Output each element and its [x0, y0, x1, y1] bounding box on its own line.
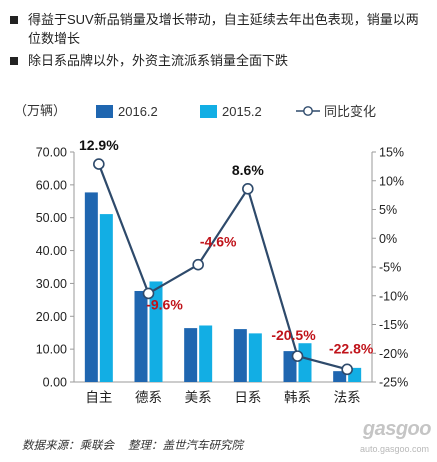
bar-2016-2: [233, 329, 247, 382]
yoy-point: [192, 258, 204, 271]
right-tick-label: 15%: [379, 146, 404, 160]
chart-axes: 0.00 10.00 20.00 30.00 40.00 50.00 60.00 70.00 -…: [36, 146, 408, 406]
legend-swatch: [200, 105, 217, 118]
bar-2015-2: [298, 343, 312, 382]
right-tick-label: 10%: [379, 174, 404, 188]
bar-2015-2: [199, 325, 213, 382]
bar-2016-2: [333, 371, 347, 382]
right-tick-label: -15%: [379, 318, 408, 332]
bullet-text: 除日系品牌以外，外资主流派系销量全面下跌: [28, 53, 289, 68]
legend-label: 同比变化: [324, 104, 376, 119]
chart-legend: （万辆） 2016.2 2015.2 同比变化: [14, 103, 376, 119]
left-tick-label: 30.00: [36, 277, 67, 291]
x-tick-label: 法系: [334, 390, 361, 405]
x-tick-label: 自主: [85, 390, 112, 405]
source-compiler-text: 整理：盖世汽车研究院: [128, 440, 243, 452]
bar-2015-2: [149, 281, 163, 382]
yoy-data-label: -9.6%: [146, 296, 183, 312]
yoy-point: [142, 287, 155, 300]
legend-swatch: [96, 105, 113, 118]
yoy-point: [242, 183, 254, 195]
left-tick-label: 50.00: [36, 211, 67, 225]
chart-bars: [84, 192, 362, 382]
x-tick-label: 日系: [234, 390, 261, 405]
bullet-text: 得益于SUV新品销量及增长带动，自主延续去年出色表现，销量以两位数增长: [28, 12, 419, 46]
bullet-square-icon: [10, 57, 18, 65]
yoy-data-label: 8.6%: [232, 162, 264, 178]
legend-marker: [303, 106, 313, 116]
yoy-point: [93, 158, 105, 170]
left-tick-label: 70.00: [36, 146, 67, 160]
yoy-data-label: -4.6%: [200, 234, 237, 250]
watermark-url: auto.gasgoo.com: [359, 444, 429, 454]
left-tick-label: 0.00: [43, 376, 67, 390]
left-tick-label: 40.00: [36, 244, 67, 258]
right-tick-label: -10%: [379, 289, 408, 303]
yoy-change-line: [97, 163, 348, 371]
bullet-item: 除日系品牌以外，外资主流派系销量全面下跌: [6, 51, 431, 70]
bar-2016-2: [84, 192, 98, 382]
bar-2015-2: [99, 214, 113, 382]
yoy-data-label: -20.5%: [271, 327, 316, 343]
right-tick-label: -5%: [379, 261, 401, 275]
bullet-item: 得益于SUV新品销量及增长带动，自主延续去年出色表现，销量以两位数增长: [6, 10, 431, 48]
chart-data-labels: 12.9% -9.6% -4.6% 8.6% -20.5% -22.8%: [79, 137, 374, 356]
x-tick-label: 德系: [135, 390, 162, 405]
right-tick-label: -20%: [379, 347, 408, 361]
watermark-logo: gasgoo: [362, 418, 432, 440]
chart-line: [93, 158, 353, 376]
right-tick-label: -25%: [379, 376, 408, 390]
watermark: gasgoo auto.gasgoo.com: [335, 418, 432, 458]
source-note: 数据来源：乘联会 整理：盖世汽车研究院: [22, 437, 243, 453]
summary-bullets: 得益于SUV新品销量及增长带动，自主延续去年出色表现，销量以两位数增长 除日系品…: [6, 10, 431, 73]
sales-chart: （万辆） 2016.2 2015.2 同比变化 0.00 10.00 20.00 30.00…: [14, 103, 408, 406]
yoy-data-label: -22.8%: [329, 340, 374, 356]
legend-label: 2016.2: [118, 104, 158, 119]
bar-2016-2: [184, 328, 198, 382]
x-tick-label: 美系: [185, 390, 212, 405]
bar-2016-2: [134, 290, 148, 382]
yoy-data-label: 12.9%: [79, 137, 119, 153]
legend-label: 2015.2: [222, 104, 262, 119]
source-data-text: 数据来源：乘联会: [22, 440, 114, 452]
yoy-point: [341, 363, 353, 376]
bar-2015-2: [248, 333, 262, 382]
left-tick-label: 60.00: [36, 178, 67, 192]
unit-label: （万辆）: [14, 103, 66, 118]
right-tick-label: 5%: [379, 203, 397, 217]
x-tick-label: 韩系: [284, 390, 311, 405]
left-tick-label: 10.00: [36, 343, 67, 357]
bullet-square-icon: [10, 16, 18, 24]
left-tick-label: 20.00: [36, 310, 67, 324]
right-tick-label: 0%: [379, 232, 397, 246]
yoy-point: [291, 350, 304, 362]
